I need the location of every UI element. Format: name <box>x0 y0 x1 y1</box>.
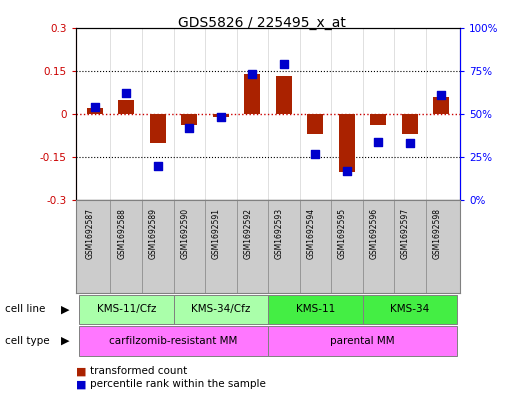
Point <box>90 104 99 110</box>
Text: GSM1692587: GSM1692587 <box>86 208 95 259</box>
Text: GSM1692597: GSM1692597 <box>401 208 410 259</box>
Bar <box>434 97 449 114</box>
Bar <box>87 108 103 114</box>
Point <box>185 125 194 131</box>
Text: ▶: ▶ <box>61 305 70 314</box>
Text: percentile rank within the sample: percentile rank within the sample <box>90 379 266 389</box>
Point <box>311 151 320 157</box>
Bar <box>268 326 457 356</box>
Text: GSM1692595: GSM1692595 <box>338 208 347 259</box>
Point <box>217 114 225 121</box>
Bar <box>402 114 418 134</box>
Text: ■: ■ <box>76 379 86 389</box>
Text: GSM1692588: GSM1692588 <box>117 208 126 259</box>
Point <box>248 71 256 77</box>
Bar <box>213 114 229 117</box>
Bar <box>362 295 457 324</box>
Bar <box>174 295 268 324</box>
Bar <box>370 114 386 125</box>
Bar <box>181 114 197 125</box>
Text: cell type: cell type <box>5 336 50 346</box>
Bar <box>79 326 268 356</box>
Text: KMS-34/Cfz: KMS-34/Cfz <box>191 305 251 314</box>
Text: GSM1692590: GSM1692590 <box>180 208 189 259</box>
Point <box>154 163 162 169</box>
Point <box>343 168 351 174</box>
Point <box>280 61 288 67</box>
Text: GSM1692596: GSM1692596 <box>369 208 378 259</box>
Point <box>406 140 414 147</box>
Text: GSM1692592: GSM1692592 <box>243 208 252 259</box>
Bar <box>150 114 166 143</box>
Bar <box>118 99 134 114</box>
Text: GDS5826 / 225495_x_at: GDS5826 / 225495_x_at <box>178 16 345 30</box>
Point <box>437 92 446 98</box>
Point <box>122 90 130 96</box>
Text: cell line: cell line <box>5 305 46 314</box>
Bar <box>339 114 355 172</box>
Bar <box>308 114 323 134</box>
Text: ■: ■ <box>76 366 86 376</box>
Text: parental MM: parental MM <box>330 336 395 346</box>
Text: GSM1692594: GSM1692594 <box>306 208 315 259</box>
Bar <box>244 74 260 114</box>
Text: KMS-11: KMS-11 <box>295 305 335 314</box>
Point <box>374 138 382 145</box>
Bar <box>79 295 174 324</box>
Text: GSM1692593: GSM1692593 <box>275 208 284 259</box>
Text: transformed count: transformed count <box>90 366 187 376</box>
Text: carfilzomib-resistant MM: carfilzomib-resistant MM <box>109 336 237 346</box>
Text: KMS-11/Cfz: KMS-11/Cfz <box>97 305 156 314</box>
Text: GSM1692598: GSM1692598 <box>433 208 441 259</box>
Text: KMS-34: KMS-34 <box>390 305 429 314</box>
Bar <box>268 295 362 324</box>
Text: GSM1692589: GSM1692589 <box>149 208 158 259</box>
Bar <box>276 75 292 114</box>
Text: ▶: ▶ <box>61 336 70 346</box>
Text: GSM1692591: GSM1692591 <box>212 208 221 259</box>
